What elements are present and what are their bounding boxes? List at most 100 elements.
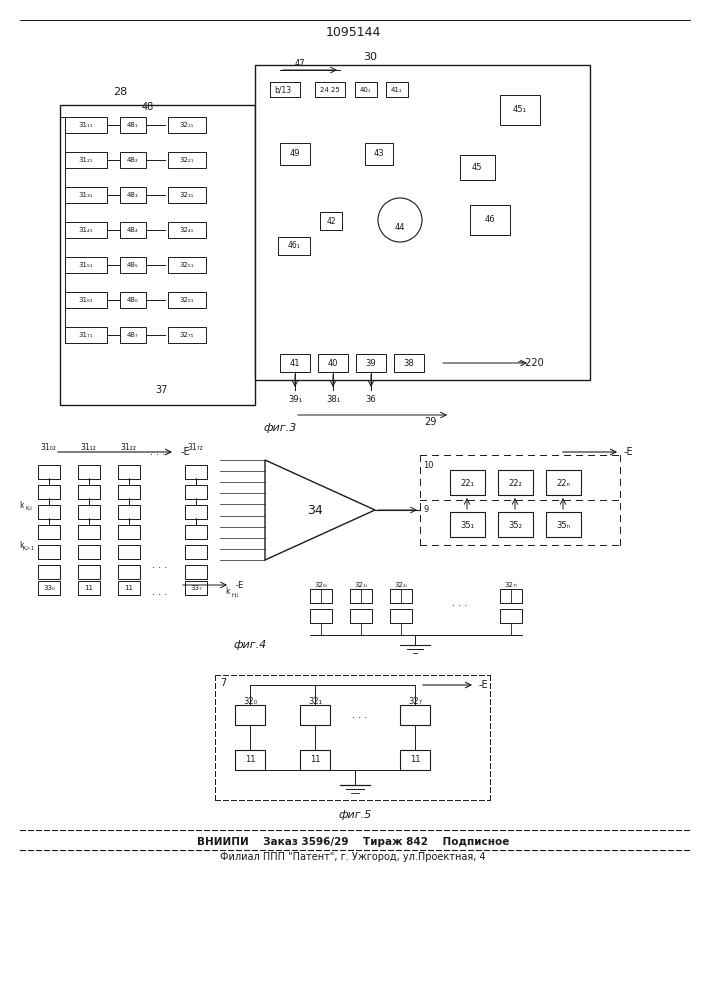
Text: H,i: H,i [231,592,239,597]
Text: фиг.5: фиг.5 [339,810,372,820]
Bar [65,292,107,308]
Polygon shape [265,460,375,560]
Bar [235,705,265,725]
Bar [120,292,146,308]
Bar [498,512,533,537]
Text: 44: 44 [395,224,405,232]
Bar [390,589,412,603]
Text: Филиал ППП "Патент", г. Ужгород, ул.Проектная, 4: Филиал ППП "Патент", г. Ужгород, ул.Прое… [220,852,486,862]
Bar [65,327,107,343]
Text: 48: 48 [142,102,154,112]
Text: 39₁: 39₁ [288,395,302,404]
Bar [185,505,207,519]
Bar [65,222,107,238]
Text: 43: 43 [374,149,385,158]
Text: 32₁₁: 32₁₁ [180,122,194,128]
Text: 46₁: 46₁ [288,241,300,250]
Bar [118,581,140,595]
Text: 32₆₁: 32₆₁ [180,297,194,303]
Text: 22₁: 22₁ [460,479,474,488]
Bar [350,589,372,603]
Bar [310,609,332,623]
Bar [120,117,146,133]
Bar [400,705,430,725]
Bar [500,95,540,125]
Bar [185,525,207,539]
Text: 33₇: 33₇ [190,585,202,591]
Circle shape [378,198,422,242]
Text: 36: 36 [366,395,376,404]
Bar [310,589,332,603]
Text: фиг.3: фиг.3 [264,423,297,433]
Text: 48₆: 48₆ [127,297,139,303]
Bar [255,65,590,380]
Bar [386,82,408,97]
Bar [120,152,146,168]
Bar [460,155,495,180]
Bar [365,143,393,165]
Text: . . .: . . . [153,587,168,597]
Text: фиг.4: фиг.4 [233,640,267,650]
Bar [65,257,107,273]
Text: 48₁: 48₁ [127,122,139,128]
Bar [120,187,146,203]
Bar [280,354,310,372]
Bar [350,609,372,623]
Text: 32₁ᵢ: 32₁ᵢ [355,582,368,588]
Text: 11: 11 [410,756,420,764]
Bar [78,545,100,559]
Text: 40₁: 40₁ [360,87,372,93]
Bar [278,237,310,255]
Bar [546,512,581,537]
Text: . . .: . . . [452,598,467,608]
Bar [280,143,310,165]
Text: -E: -E [478,680,488,690]
Text: 28: 28 [113,87,127,97]
Text: 11: 11 [310,756,320,764]
Bar [300,705,330,725]
Bar [300,750,330,770]
Text: 33₀: 33₀ [43,585,55,591]
Bar [78,565,100,579]
Text: 32₂ᵢ: 32₂ᵢ [395,582,407,588]
Bar [185,581,207,595]
Text: 32₇₁: 32₇₁ [180,332,194,338]
Text: 45₁: 45₁ [513,105,527,114]
Bar [500,589,522,603]
Text: 38₁: 38₁ [326,395,340,404]
Bar [318,354,348,372]
Text: 48₅: 48₅ [127,262,139,268]
Text: b/13: b/13 [274,86,291,95]
Text: 38: 38 [404,359,414,367]
Text: 11: 11 [85,585,93,591]
Text: 32₇ᵢ: 32₇ᵢ [505,582,518,588]
Bar [60,105,255,405]
Bar [185,485,207,499]
Text: . . .: . . . [151,447,165,457]
Bar [168,152,206,168]
Bar [235,750,265,770]
Bar [185,565,207,579]
Text: K,i-1: K,i-1 [23,546,35,550]
Bar [450,512,485,537]
Bar [394,354,424,372]
Text: 31₂₂: 31₂₂ [120,442,136,452]
Text: 48₃: 48₃ [127,192,139,198]
Bar [185,465,207,479]
Text: 10: 10 [423,460,433,470]
Text: 7: 7 [220,678,226,688]
Text: 31₇₁: 31₇₁ [78,332,93,338]
Text: 48₄: 48₄ [127,227,139,233]
Text: 22₂: 22₂ [508,479,522,488]
Bar [120,257,146,273]
Bar [168,117,206,133]
Text: 49: 49 [290,149,300,158]
Bar [168,327,206,343]
Text: k: k [226,587,230,596]
Bar [450,470,485,495]
Bar [546,470,581,495]
Text: 31₆₁: 31₆₁ [78,297,93,303]
Text: 31₁₂: 31₁₂ [80,442,96,452]
Text: 45: 45 [472,163,482,172]
Text: 31₁₁: 31₁₁ [78,122,93,128]
